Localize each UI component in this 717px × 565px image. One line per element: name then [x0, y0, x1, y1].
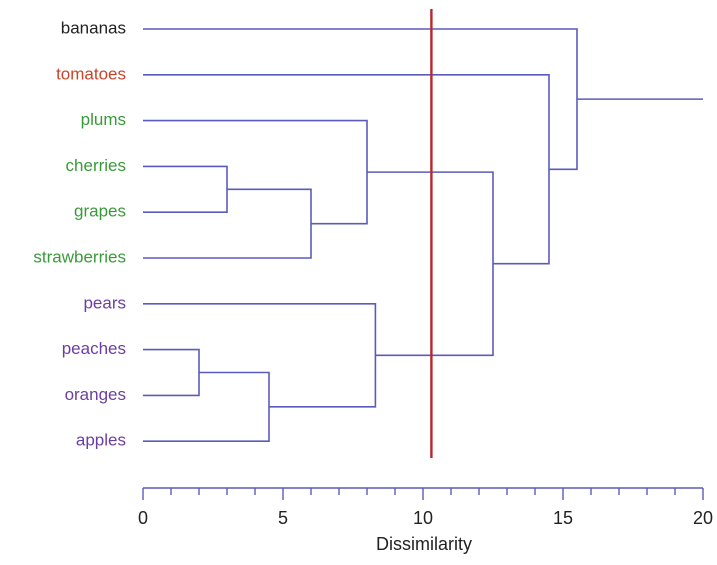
leaf-label-apples: apples: [76, 431, 126, 450]
dendrogram-links: [143, 9, 703, 458]
leaf-labels: bananas tomatoes plums cherries grapes strawb…: [33, 18, 126, 449]
tick-label-10: 10: [413, 508, 433, 528]
leaf-label-grapes: grapes: [74, 202, 126, 221]
link-m4: [143, 348, 200, 397]
tick-label-15: 15: [553, 508, 573, 528]
link-m5: [143, 371, 270, 442]
leaf-label-peaches: peaches: [62, 339, 126, 358]
link-m9: [143, 28, 578, 171]
link-m3: [143, 119, 368, 225]
tick-label-5: 5: [278, 508, 288, 528]
link-m1: [143, 165, 228, 213]
leaf-label-plums: plums: [81, 110, 126, 129]
tick-label-20: 20: [693, 508, 713, 528]
leaf-label-tomatoes: tomatoes: [56, 64, 126, 83]
link-m6: [143, 303, 377, 408]
leaf-label-oranges: oranges: [65, 385, 126, 404]
link-m8: [143, 74, 550, 265]
leaf-label-strawberries: strawberries: [33, 247, 126, 266]
leaf-label-pears: pears: [83, 293, 126, 312]
leaf-label-cherries: cherries: [66, 156, 126, 175]
x-axis: 0 5 10 15 20: [138, 487, 713, 528]
leaf-label-bananas: bananas: [61, 18, 126, 37]
x-axis-title: Dissimilarity: [376, 534, 472, 554]
link-m7: [367, 171, 494, 357]
tick-label-0: 0: [138, 508, 148, 528]
